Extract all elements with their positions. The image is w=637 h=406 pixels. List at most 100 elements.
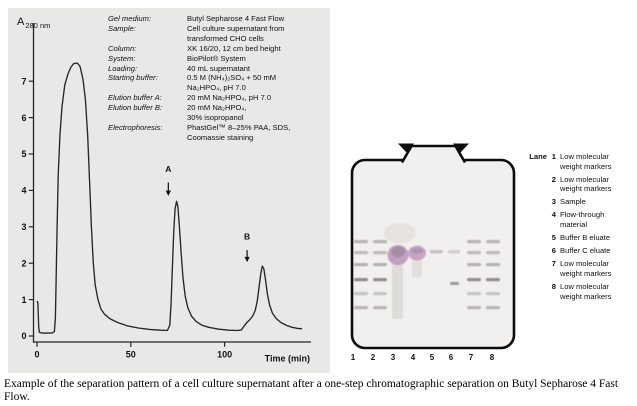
experiment-parameters: Gel medium: Butyl Sepharose 4 Fast Flow Sa…	[108, 14, 327, 143]
lane-description-line: Low molecular	[560, 174, 609, 184]
marker-band	[373, 306, 387, 310]
param-row: Column: XK 16/20, 12 cm bed height	[108, 44, 327, 54]
param-row: Electrophoresis: PhastGel™ 8–25% PAA, SDS…	[108, 123, 327, 143]
y-axis-label-main: A	[17, 16, 25, 28]
param-row: Elution buffer B: 20 mM Na₂HPO₄, 30% isopr…	[108, 103, 327, 123]
param-value-line: transformed CHO cells	[187, 33, 264, 43]
y-tick-label: 7	[21, 76, 26, 86]
peak-annotation-label: B	[244, 232, 250, 242]
marker-band	[467, 240, 481, 244]
gel-lane-number: 8	[490, 353, 495, 362]
lane-description-line: Low molecular	[560, 259, 609, 269]
lane-description-line: weight markers	[560, 161, 612, 171]
lane-description-line: Low molecular	[560, 152, 609, 161]
marker-band	[354, 306, 368, 310]
lane-description: Low molecular weight markers	[560, 175, 636, 194]
lane-number: 3	[551, 197, 556, 207]
lane-word	[526, 175, 547, 194]
marker-band	[486, 292, 500, 296]
marker-band	[467, 292, 481, 296]
param-value-line: Coomassie staining	[187, 132, 254, 142]
lane-description: Buffer B eluate	[560, 233, 636, 243]
lane-description: Flow-through material	[560, 210, 636, 229]
marker-band	[373, 240, 387, 244]
protein-band	[450, 282, 459, 285]
x-tick-label: 50	[126, 350, 136, 360]
lane-word	[526, 197, 547, 207]
lane-legend-item: 2 Low molecular weight markers	[526, 175, 636, 194]
gel-neck-left-barb	[398, 143, 414, 153]
marker-band	[354, 240, 368, 244]
lane-word	[526, 233, 547, 243]
param-row: Starting buffer: 0.5 M (NH₄)₂SO₄ + 50 mM N…	[108, 73, 327, 93]
param-label: Starting buffer:	[108, 73, 158, 83]
marker-band	[486, 263, 500, 267]
param-value-line: Butyl Sepharose 4 Fast Flow	[187, 14, 285, 23]
param-label: Loading:	[108, 63, 138, 73]
param-value: Cell culture supernatant from transformed…	[187, 24, 327, 44]
gel-lane-number: 4	[411, 353, 416, 362]
param-label: Electrophoresis:	[108, 122, 163, 132]
x-axis-title: Time (min)	[265, 354, 310, 364]
gel-neck-right-barb	[453, 143, 469, 153]
marker-band	[373, 278, 387, 282]
marker-band	[467, 306, 481, 310]
param-value: XK 16/20, 12 cm bed height	[187, 44, 327, 54]
chromatogram-curve	[36, 62, 303, 334]
lane-word: Lane	[529, 152, 547, 161]
gel-lane-number: 7	[469, 353, 474, 362]
param-value-line: 0.5 M (NH₄)₂SO₄ + 50 mM	[187, 73, 277, 83]
y-axis-label: A280 nm	[17, 12, 50, 30]
lane-description-line: material	[560, 220, 588, 230]
protein-band	[448, 250, 460, 254]
protein-band	[411, 248, 423, 254]
marker-band	[486, 251, 500, 255]
param-value: PhastGel™ 8–25% PAA, SDS, Coomassie stain…	[187, 123, 327, 143]
marker-band	[373, 263, 387, 267]
lane-number: 8	[551, 282, 556, 292]
lane-description: Low molecular weight markers	[560, 259, 636, 278]
lane-description-line: weight markers	[560, 184, 612, 194]
lane-legend-item: Lane 1 Low molecular weight markers	[526, 152, 636, 171]
peak-annotation-label: A	[165, 164, 171, 174]
param-value-line: BioPilot® System	[187, 53, 246, 63]
marker-band	[467, 278, 481, 282]
param-value: 40 mL supernatant	[187, 64, 327, 74]
lane-number: 1	[551, 152, 556, 161]
lane-legend-item: 5 Buffer B eluate	[526, 233, 636, 243]
marker-band	[486, 240, 500, 244]
lane-word	[526, 246, 547, 256]
lane-description-line: weight markers	[560, 268, 612, 278]
lane-description: Low molecular weight markers	[560, 152, 636, 171]
param-value-line: XK 16/20, 12 cm bed height	[187, 43, 281, 53]
param-value: 20 mM Na₂HPO₄, pH 7.0	[187, 93, 327, 103]
param-value-line: 40 mL supernatant	[187, 63, 251, 73]
lane-description-line: Sample	[560, 197, 586, 207]
lane-number: 2	[551, 174, 556, 184]
gel-bands	[354, 223, 500, 319]
lane-legend-item: 4 Flow-through material	[526, 210, 636, 229]
y-tick-label: 0	[21, 331, 26, 341]
lane-legend-item: 6 Buffer C eluate	[526, 246, 636, 256]
param-value-line: 30% isopropanol	[187, 113, 244, 123]
lane-number: 5	[551, 233, 556, 243]
y-tick-label: 3	[21, 222, 26, 232]
lane-number: 6	[551, 246, 556, 256]
marker-band	[373, 292, 387, 296]
lane-description-line: Buffer B eluate	[560, 233, 611, 243]
chromatogram-panel: 0 1 2 3 4 5 6 7 0 50 100 Time (min) A B A280 nm Gel m…	[8, 8, 330, 373]
lane-description: Buffer C eluate	[560, 246, 636, 256]
marker-band	[354, 263, 368, 267]
lane-legend: Lane 1 Low molecular weight markers 2 Low mol…	[526, 152, 636, 301]
lane-description-line: Flow-through	[560, 210, 605, 220]
y-tick-label: 2	[21, 258, 26, 268]
gel-outline	[350, 143, 516, 350]
y-tick-label: 6	[21, 113, 26, 123]
protein-band	[412, 259, 422, 277]
gel-lane-number: 1	[351, 353, 356, 362]
param-label: Column:	[108, 43, 137, 53]
peak-annotation-arrowhead	[165, 190, 171, 196]
param-label: Elution buffer B:	[108, 103, 163, 113]
param-row: Elution buffer A: 20 mM Na₂HPO₄, pH 7.0	[108, 93, 327, 103]
